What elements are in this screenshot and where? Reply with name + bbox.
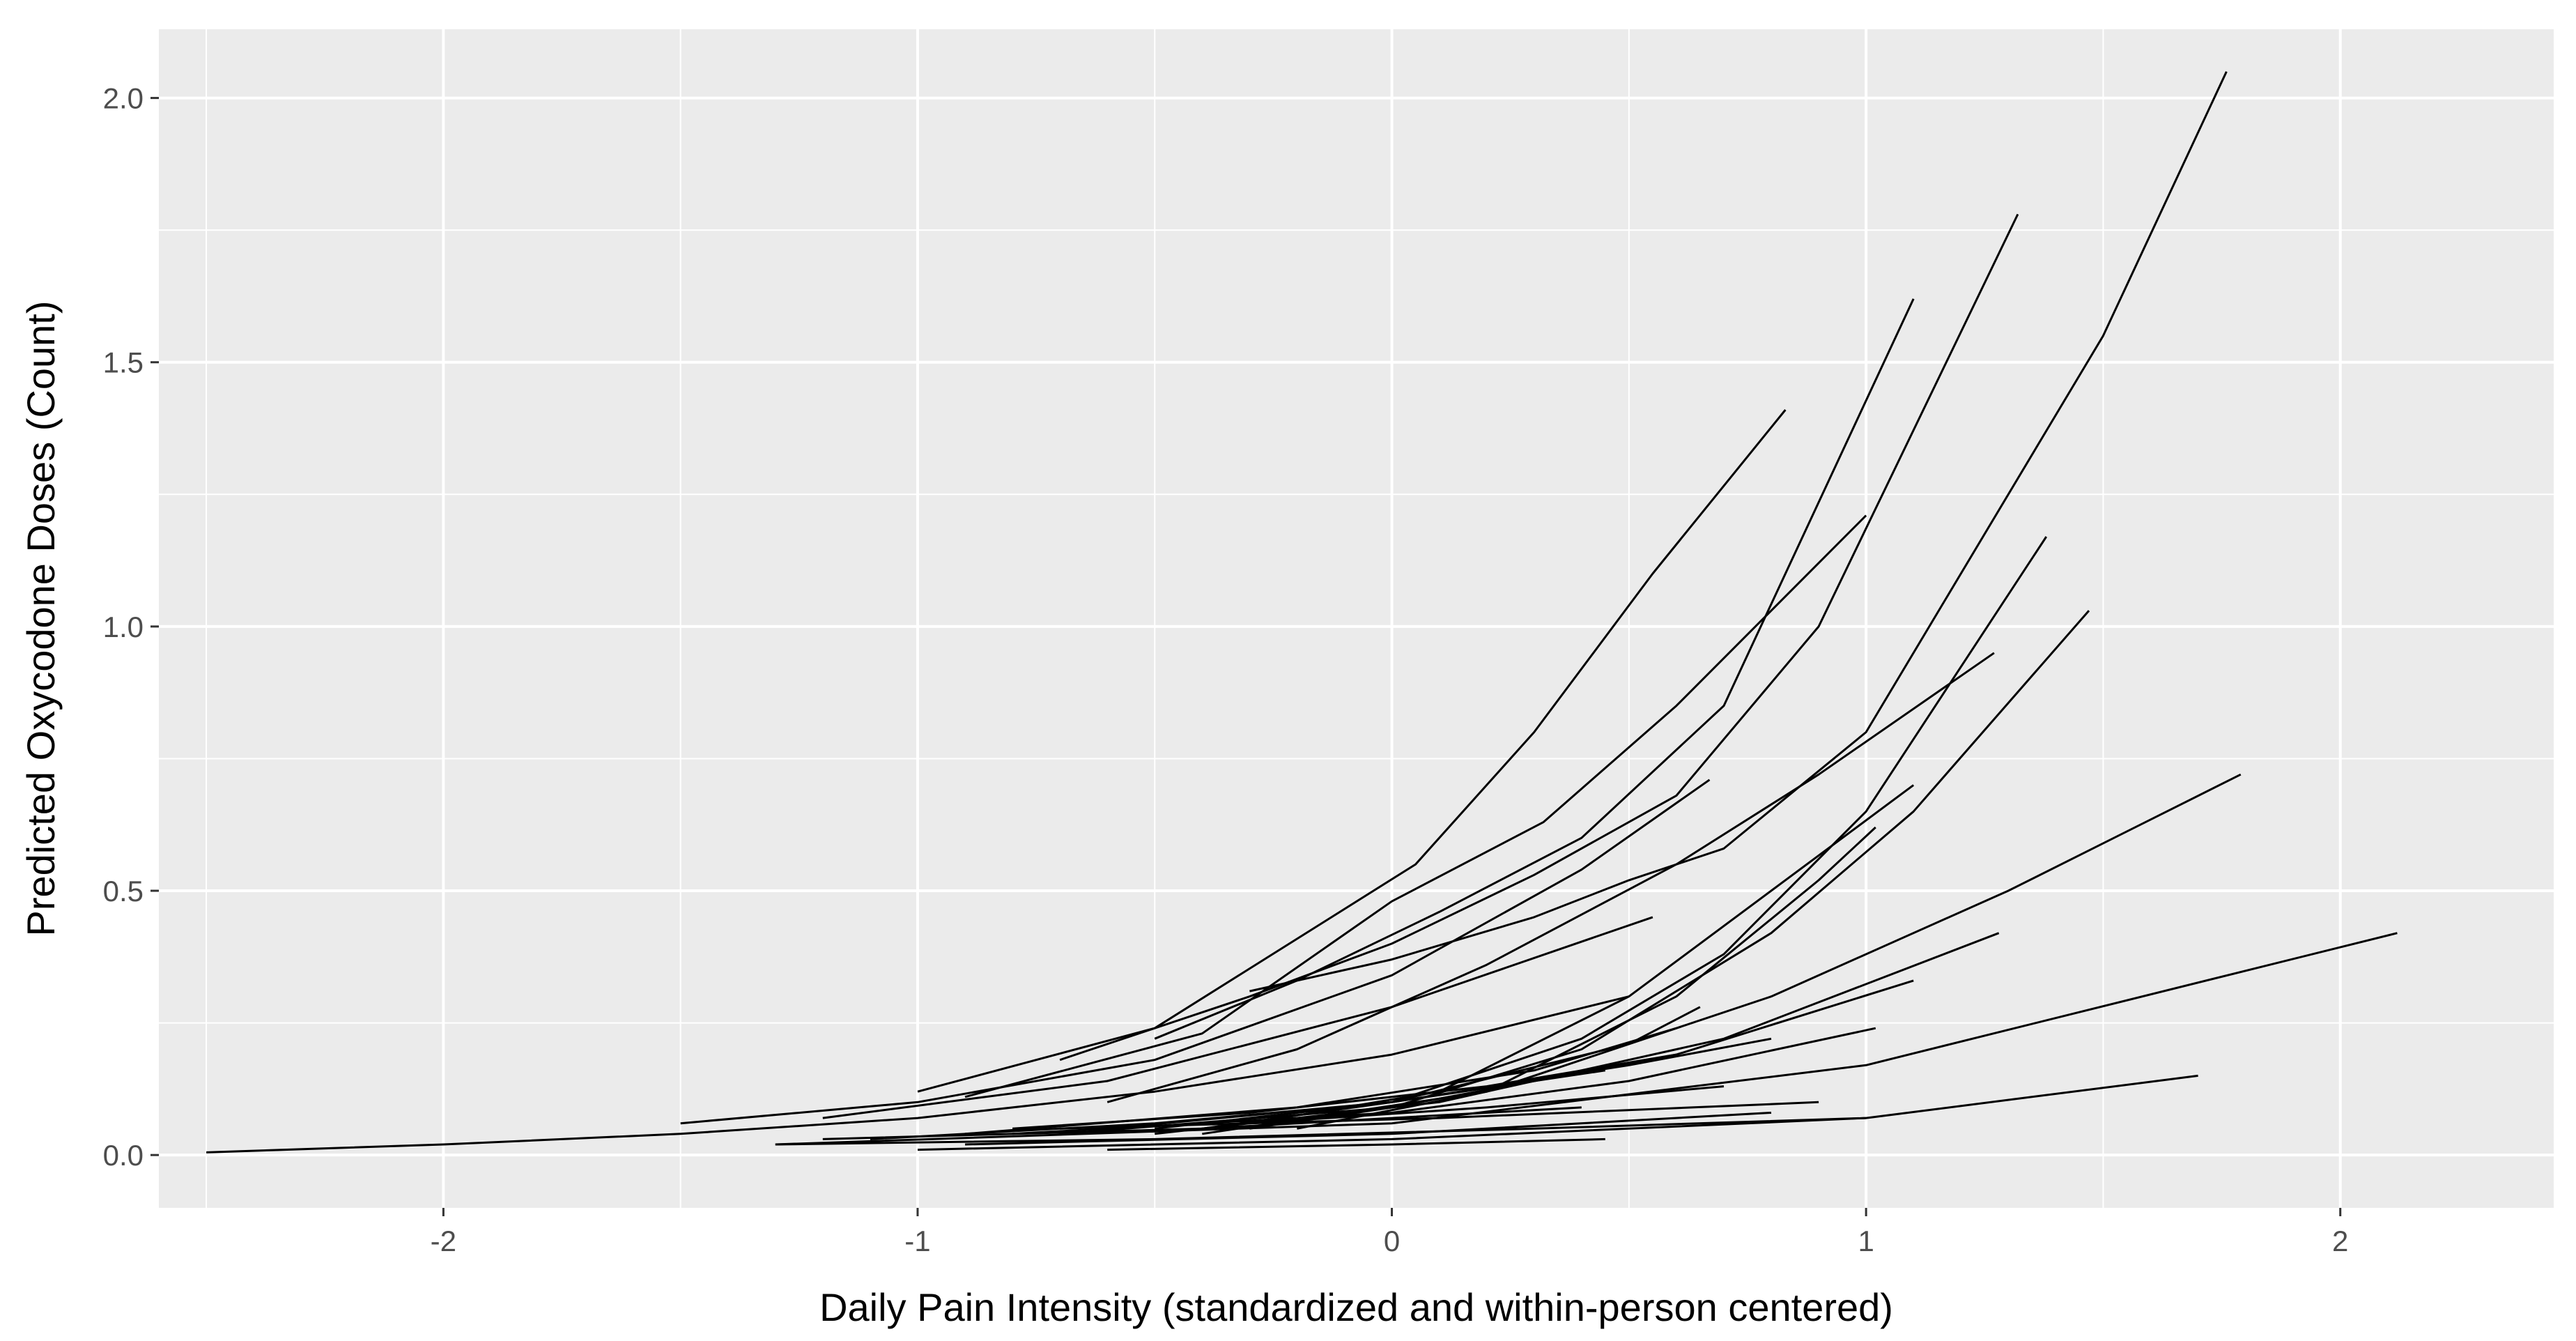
y-tick-label: 2.0 — [103, 82, 144, 115]
series-line-2 — [1059, 213, 2019, 1062]
y-axis-title: Predicted Oxycodone Doses (Count) — [19, 301, 63, 937]
series-line-24 — [1155, 1037, 1772, 1130]
series-line-26 — [964, 1112, 1772, 1146]
x-tick-label: -2 — [431, 1225, 456, 1257]
series-line-25 — [775, 1117, 1867, 1146]
series-line-4 — [917, 409, 1787, 1093]
series-line-21 — [206, 995, 1630, 1154]
series-line-12 — [822, 916, 1653, 1119]
y-tick-label: 1.0 — [103, 611, 144, 643]
series-line-28 — [822, 1106, 1582, 1140]
series-line-13 — [1202, 773, 2242, 1135]
series-line-8 — [1106, 652, 1995, 1103]
series-line-30 — [1060, 1101, 1819, 1130]
ticks-layer: -2 -1 0 1 2 0.0 0.5 1.0 1.5 2.0 — [103, 82, 2349, 1257]
plot-panel — [159, 29, 2554, 1208]
series-line-27 — [1107, 1137, 1605, 1151]
series-line-5 — [964, 514, 1867, 1098]
x-tick-label: 2 — [2332, 1225, 2348, 1257]
series-line-9 — [680, 779, 1711, 1125]
series-line-29 — [1249, 1085, 1725, 1125]
y-tick-label: 0.0 — [103, 1139, 144, 1172]
y-tick-label: 1.5 — [103, 346, 144, 379]
series-line-20 — [917, 1074, 2198, 1151]
series-line-3 — [1154, 298, 1915, 1040]
y-tick-label: 0.5 — [103, 875, 144, 907]
x-tick-label: 1 — [1858, 1225, 1874, 1257]
x-axis-title: Daily Pain Intensity (standardized and w… — [819, 1285, 1893, 1329]
x-tick-label: -1 — [904, 1225, 930, 1257]
series-layer — [206, 71, 2398, 1154]
x-tick-label: 0 — [1384, 1225, 1400, 1257]
series-line-23 — [1012, 1053, 1677, 1130]
grid-major — [159, 29, 2554, 1208]
